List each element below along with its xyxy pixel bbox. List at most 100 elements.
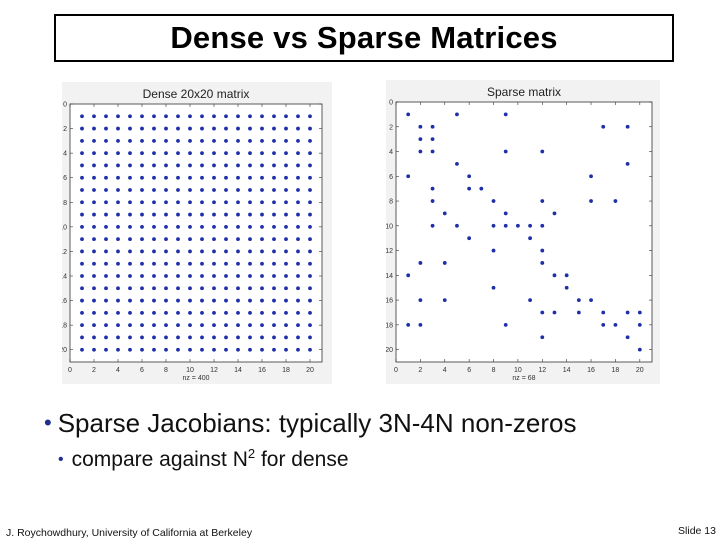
sparse-xtick-label: 18 <box>612 367 620 374</box>
dense-point <box>152 274 156 278</box>
dense-point <box>260 249 264 254</box>
dense-point <box>128 323 132 328</box>
dense-point <box>284 310 288 315</box>
dense-point <box>224 212 228 217</box>
dense-point <box>92 163 96 168</box>
dense-point <box>188 212 192 217</box>
dense-point <box>248 310 252 315</box>
dense-point <box>200 224 204 229</box>
dense-point <box>152 163 156 168</box>
dense-point <box>236 261 240 266</box>
sparse-point <box>552 273 557 278</box>
dense-point <box>80 261 84 266</box>
dense-point <box>272 212 276 217</box>
dense-point <box>152 237 156 242</box>
dense-point <box>296 114 300 119</box>
dense-point <box>224 274 228 278</box>
dense-point <box>296 200 300 205</box>
dense-point <box>200 175 204 180</box>
dense-point <box>116 200 120 205</box>
dense-point <box>176 347 180 352</box>
sparse-xtick-label: 14 <box>563 367 571 374</box>
sparse-xtick-label: 8 <box>492 367 496 374</box>
sparse-point <box>455 162 459 166</box>
dense-title: Dense 20x20 matrix <box>143 87 250 101</box>
sparse-axes-box <box>395 101 653 363</box>
dense-point <box>128 298 132 303</box>
sparse-point <box>601 124 606 129</box>
dense-point <box>176 249 180 254</box>
bullet-main-text: Sparse Jacobians: typically 3N-4N non-ze… <box>57 408 577 438</box>
sparse-ytick-label: 6 <box>389 174 393 181</box>
sparse-point <box>589 298 593 302</box>
dense-point <box>128 274 132 278</box>
dense-point <box>140 163 144 168</box>
dense-point <box>248 151 252 156</box>
dense-point <box>236 138 240 143</box>
dense-point <box>176 163 180 168</box>
dense-point <box>284 347 288 352</box>
dense-point <box>128 163 132 168</box>
dense-point <box>308 298 312 303</box>
dense-point <box>224 323 228 328</box>
dense-point <box>188 298 192 303</box>
dense-xlabel: nz = 400 <box>182 375 209 382</box>
sparse-point <box>528 298 532 302</box>
dense-point <box>140 114 144 119</box>
dense-point <box>80 335 84 340</box>
dense-point <box>164 224 168 229</box>
dense-point <box>176 114 180 119</box>
dense-point <box>128 249 132 254</box>
dense-point <box>296 212 300 217</box>
dense-point <box>188 126 192 131</box>
dense-ytick-label: 4 <box>63 151 67 158</box>
dense-point <box>284 212 288 217</box>
dense-point <box>260 175 264 180</box>
sparse-point <box>564 273 569 278</box>
dense-point <box>296 126 300 131</box>
sparse-xlabel: nz = 68 <box>512 375 535 382</box>
dense-point <box>80 175 84 180</box>
dense-point <box>212 200 216 205</box>
sparse-point <box>552 310 557 315</box>
dense-point <box>92 237 96 242</box>
dense-point <box>284 114 288 119</box>
dense-point <box>272 335 276 340</box>
slide-title-box: Dense vs Sparse Matrices <box>54 14 674 62</box>
dense-point <box>176 286 180 291</box>
dense-point <box>128 261 132 266</box>
dense-point <box>248 163 252 168</box>
dense-point <box>164 126 168 131</box>
dense-point <box>92 212 96 217</box>
dense-point <box>308 212 312 217</box>
dense-point <box>128 188 132 192</box>
dense-point <box>224 249 228 254</box>
dense-point <box>200 126 204 131</box>
dense-point <box>188 114 192 119</box>
dense-point <box>272 163 276 168</box>
dense-point <box>200 237 204 242</box>
dense-point <box>164 298 168 303</box>
bullet-sub-text-end: for dense <box>255 448 349 471</box>
dense-point <box>140 200 144 205</box>
sparse-point <box>418 298 423 302</box>
dense-point <box>248 261 252 266</box>
sparse-point <box>491 199 496 203</box>
dense-point <box>128 347 132 352</box>
dense-point <box>116 114 120 119</box>
dense-point <box>248 200 252 205</box>
dense-point <box>140 212 144 217</box>
dense-point <box>272 261 276 266</box>
dense-point <box>80 298 84 303</box>
dense-point <box>284 163 288 168</box>
dense-point <box>224 224 228 229</box>
sparse-point <box>503 112 508 117</box>
dense-point <box>104 200 108 205</box>
dense-point <box>152 138 156 143</box>
dense-point <box>80 151 84 156</box>
sparse-point <box>406 174 411 179</box>
sparse-point <box>467 174 472 179</box>
dense-point <box>188 335 192 340</box>
dense-point <box>284 286 288 291</box>
dense-xtick-label: 14 <box>234 367 242 374</box>
